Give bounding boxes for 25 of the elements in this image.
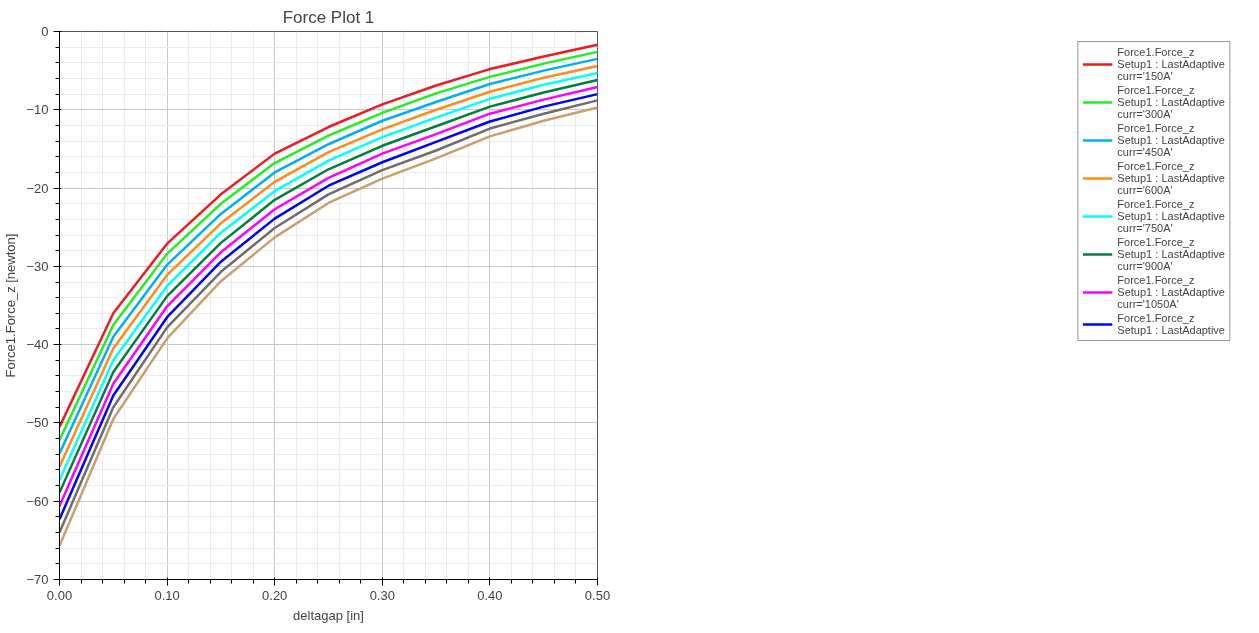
y-tick-label: −40 [26, 337, 49, 353]
x-tick-label: 0.30 [369, 587, 395, 603]
legend-label: Force1.Force_z Setup1 : LastAdaptive curr='1050A' [1117, 274, 1225, 310]
y-tick-label: −50 [26, 415, 49, 431]
chart-title: Force Plot 1 [282, 7, 375, 27]
legend-label: Force1.Force_z Setup1 : LastAdaptive curr='150A' [1117, 46, 1225, 82]
legend-label: Force1.Force_z Setup1 : LastAdaptive curr='300A' [1117, 84, 1225, 120]
legend-label: Force1.Force_z Setup1 : LastAdaptive curr='600A' [1117, 160, 1225, 196]
x-tick-label: 0.50 [584, 587, 611, 603]
y-tick-label: −70 [26, 572, 49, 587]
legend-label: Force1.Force_z Setup1 : LastAdaptive [1117, 312, 1225, 336]
x-axis-title: deltagap [in] [293, 607, 364, 623]
x-tick-label: 0.20 [262, 587, 288, 603]
y-tick-label: −10 [26, 102, 49, 118]
y-tick-label: 0 [41, 24, 49, 39]
y-axis-title: Force1.Force_z [newton] [3, 233, 19, 378]
y-tick-label: −60 [26, 493, 49, 509]
legend-label: Force1.Force_z Setup1 : LastAdaptive curr='900A' [1117, 236, 1225, 272]
x-tick-label: 0.10 [154, 587, 180, 603]
y-tick-label: −20 [26, 180, 49, 196]
x-tick-label: 0.40 [477, 587, 503, 603]
legend-label: Force1.Force_z Setup1 : LastAdaptive curr='450A' [1117, 122, 1225, 158]
x-tick-label: 0.00 [46, 587, 73, 603]
y-tick-label: −30 [26, 258, 49, 274]
legend-label: Force1.Force_z Setup1 : LastAdaptive curr='750A' [1117, 198, 1225, 234]
